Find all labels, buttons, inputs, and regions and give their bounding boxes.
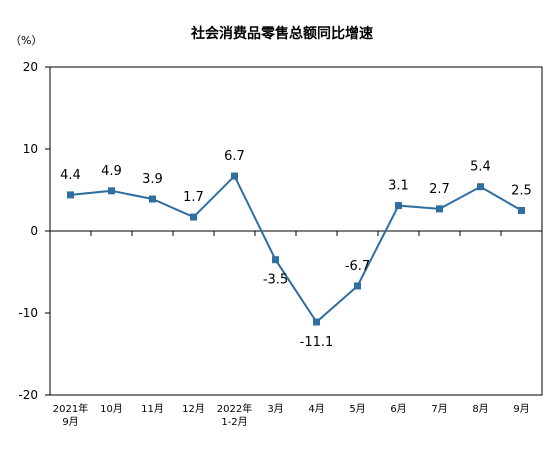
chart-title: 社会消费品零售总额同比增速: [190, 25, 373, 42]
x-tick-label: 6月: [390, 403, 406, 415]
series-line: [70, 174, 523, 324]
data-point-marker: [67, 191, 74, 199]
data-label: 1.7: [183, 190, 204, 205]
y-tick-label: -20: [18, 388, 38, 402]
x-tick-label: 9月: [62, 416, 78, 428]
x-tick-label: 12月: [182, 403, 205, 415]
data-label: 6.7: [224, 149, 245, 164]
data-point-marker: [149, 195, 156, 203]
x-tick-label: 5月: [349, 403, 365, 415]
data-label: 2.7: [429, 182, 450, 197]
data-point-marker: [313, 318, 320, 326]
data-point-marker: [436, 205, 443, 213]
y-tick-label: 0: [30, 224, 38, 238]
x-tick-label: 1-2月: [221, 416, 247, 428]
data-label: -3.5: [263, 273, 288, 288]
x-tick-label: 11月: [141, 403, 164, 415]
y-tick-label: 10: [23, 142, 38, 156]
data-label: -11.1: [300, 335, 334, 350]
data-label: -6.7: [345, 259, 370, 274]
data-label: 4.9: [101, 164, 122, 179]
x-tick-label: 4月: [308, 403, 324, 415]
series-markers: [67, 172, 525, 326]
x-tick-label: 7月: [431, 403, 447, 415]
x-tick-label: 2022年: [217, 402, 252, 415]
data-label: 4.4: [60, 168, 81, 183]
data-point-marker: [518, 207, 525, 214]
data-point-marker: [190, 213, 197, 221]
data-label: 2.5: [511, 184, 532, 199]
data-label: 3.1: [388, 179, 409, 194]
data-labels: 4.4 4.9 3.9 1.7 6.7 -3.5 -11.1 -6.7 3.1 2.7 5.4 2.5: [60, 149, 532, 350]
data-point-marker: [272, 256, 279, 264]
data-label: 5.4: [470, 160, 491, 175]
data-label: 3.9: [142, 172, 163, 187]
y-unit-label: （%）: [10, 34, 42, 47]
y-tick-label: -10: [18, 306, 38, 320]
x-tick-label: 3月: [267, 403, 283, 415]
data-point-marker: [395, 202, 402, 210]
data-point-marker: [354, 282, 361, 290]
x-tick-label: 10月: [100, 403, 123, 415]
x-tick-label: 2021年: [53, 402, 88, 415]
data-point-marker: [477, 183, 484, 191]
x-tick-label: 8月: [472, 403, 488, 415]
data-point-marker: [231, 172, 238, 180]
y-tick-label: 20: [23, 60, 38, 74]
y-axis: 20 10 0 -10 -20: [18, 60, 50, 402]
data-point-marker: [108, 187, 115, 195]
x-tick-label: 9月: [513, 403, 529, 415]
